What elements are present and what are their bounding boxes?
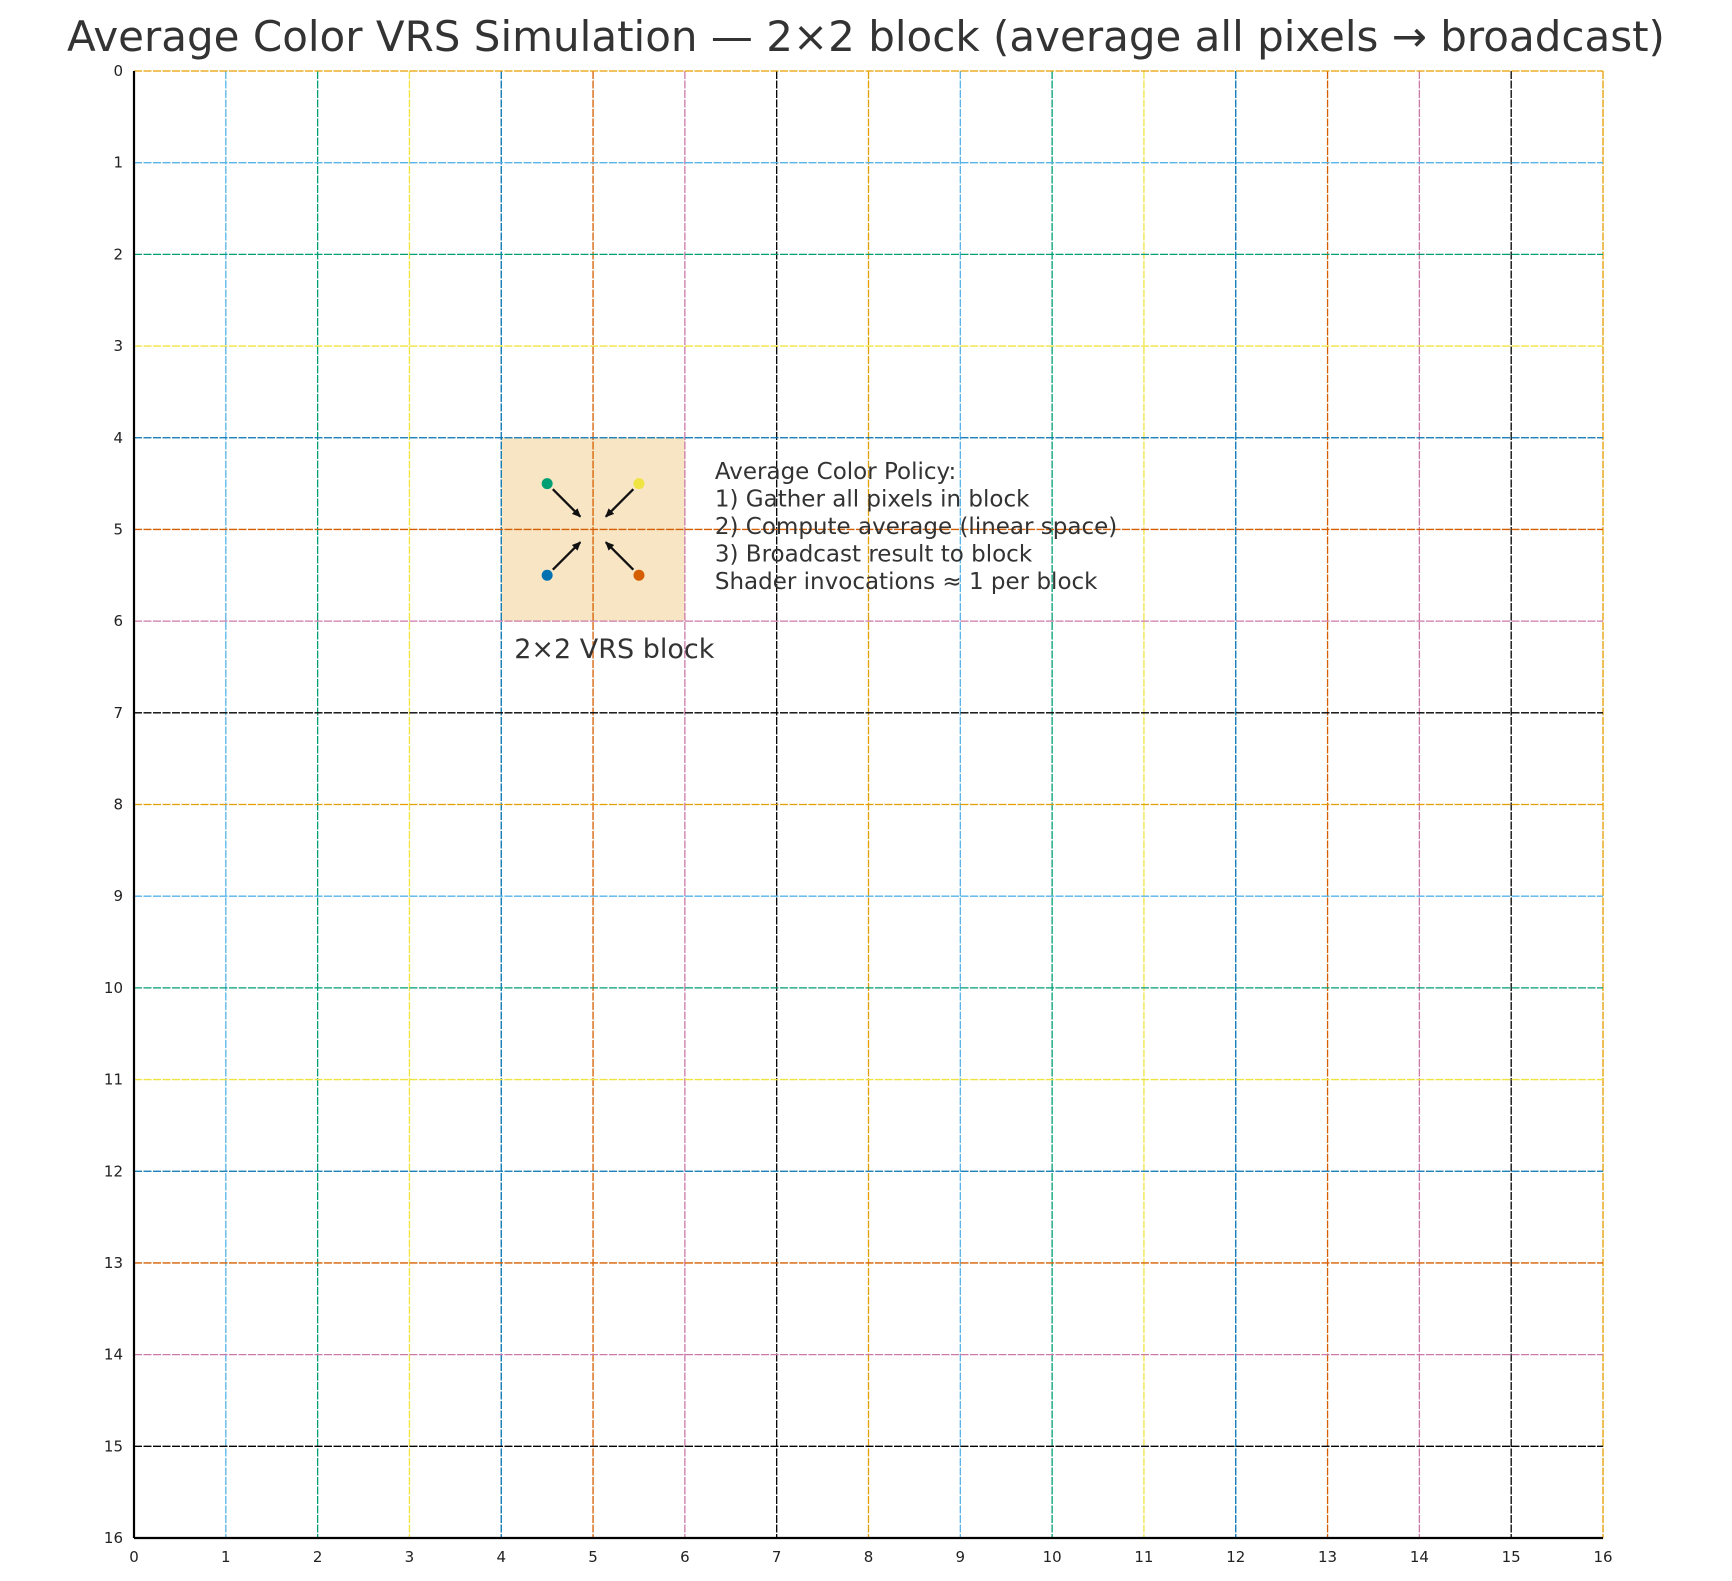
y-tick-label: 14 bbox=[104, 1346, 123, 1364]
sample-pixel-dot bbox=[541, 478, 553, 490]
policy-annotation: Average Color Policy:1) Gather all pixel… bbox=[715, 459, 1117, 595]
x-axis-ticks: 0 1 2 3 4 5 6 7 8 9 10 11 12 13 14 15 16 bbox=[129, 1548, 1612, 1566]
x-tick-label: 12 bbox=[1226, 1548, 1245, 1566]
axes bbox=[132, 71, 1603, 1540]
y-tick-label: 2 bbox=[113, 245, 123, 263]
x-tick-label: 10 bbox=[1043, 1548, 1062, 1566]
y-tick-label: 11 bbox=[104, 1071, 123, 1089]
y-tick-label: 5 bbox=[113, 520, 123, 538]
x-tick-label: 8 bbox=[864, 1548, 874, 1566]
x-tick-label: 15 bbox=[1502, 1548, 1521, 1566]
y-tick-label: 8 bbox=[113, 796, 123, 814]
figure-title: Average Color VRS Simulation — 2×2 block… bbox=[67, 12, 1665, 61]
x-tick-label: 14 bbox=[1410, 1548, 1429, 1566]
grid-lines bbox=[133, 70, 1604, 1539]
y-tick-label: 12 bbox=[104, 1162, 123, 1180]
sample-pixel-dot bbox=[541, 569, 553, 581]
y-tick-label: 10 bbox=[104, 979, 123, 997]
x-tick-label: 5 bbox=[588, 1548, 598, 1566]
policy-line-4: Shader invocations ≈ 1 per block bbox=[715, 569, 1098, 595]
sample-points bbox=[541, 478, 645, 581]
y-tick-label: 4 bbox=[113, 429, 123, 447]
x-tick-label: 16 bbox=[1593, 1548, 1612, 1566]
policy-line-1: 1) Gather all pixels in block bbox=[715, 486, 1030, 512]
average-arrow bbox=[552, 541, 582, 571]
average-arrow bbox=[552, 488, 582, 518]
x-tick-label: 13 bbox=[1318, 1548, 1337, 1566]
block-label: 2×2 VRS block bbox=[514, 634, 715, 665]
y-tick-label: 3 bbox=[113, 337, 123, 355]
policy-line-0: Average Color Policy: bbox=[715, 459, 956, 485]
sample-pixel-dot bbox=[633, 478, 645, 490]
x-tick-label: 11 bbox=[1134, 1548, 1153, 1566]
x-tick-label: 1 bbox=[221, 1548, 231, 1566]
y-tick-label: 7 bbox=[113, 704, 123, 722]
x-tick-label: 6 bbox=[680, 1548, 690, 1566]
x-tick-label: 3 bbox=[405, 1548, 415, 1566]
x-tick-label: 4 bbox=[496, 1548, 506, 1566]
policy-line-3: 3) Broadcast result to block bbox=[715, 541, 1033, 567]
y-tick-label: 0 bbox=[113, 62, 123, 80]
y-tick-label: 1 bbox=[113, 154, 123, 172]
y-tick-label: 16 bbox=[104, 1529, 123, 1547]
x-tick-label: 0 bbox=[129, 1548, 139, 1566]
y-tick-label: 13 bbox=[104, 1254, 123, 1272]
average-arrow bbox=[604, 541, 635, 571]
average-arrow bbox=[604, 488, 635, 518]
y-tick-label: 15 bbox=[104, 1437, 123, 1455]
sample-pixel-dot bbox=[633, 569, 645, 581]
y-tick-label: 6 bbox=[113, 612, 123, 630]
x-tick-label: 2 bbox=[313, 1548, 323, 1566]
policy-line-2: 2) Compute average (linear space) bbox=[715, 514, 1117, 540]
x-tick-label: 7 bbox=[772, 1548, 782, 1566]
averaging-arrows bbox=[552, 488, 635, 571]
x-tick-label: 9 bbox=[956, 1548, 966, 1566]
y-tick-label: 9 bbox=[113, 887, 123, 905]
